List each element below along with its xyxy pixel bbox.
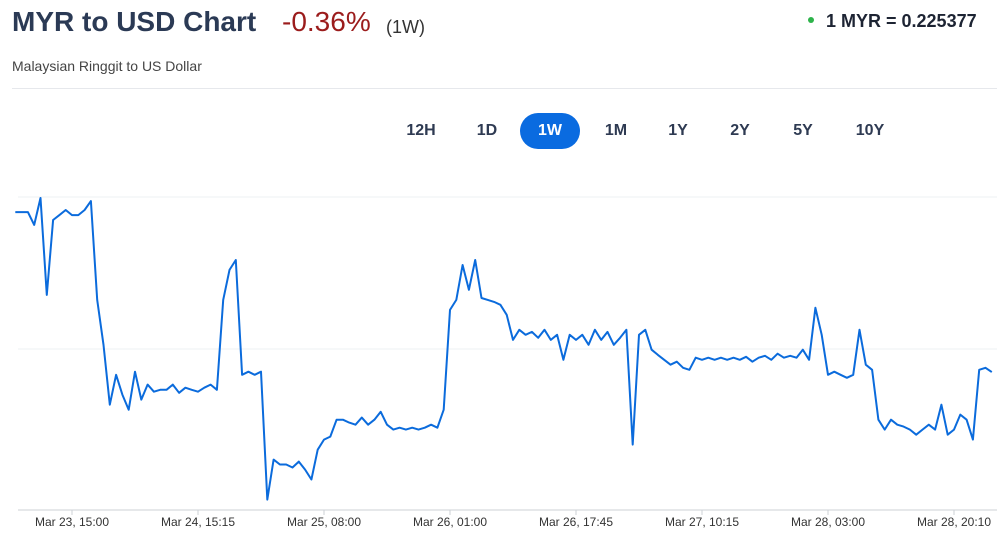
price-line [15,197,993,501]
x-tick-label: Mar 27, 10:15 [665,515,739,529]
x-tick-label: Mar 25, 08:00 [287,515,361,529]
period: (1W) [386,17,425,37]
range-button[interactable]: 12H [406,122,436,139]
range-button[interactable]: 1M [604,122,628,139]
range-button[interactable]: 2Y [730,122,750,139]
separator [12,88,997,89]
range-button[interactable]: 1D [476,122,498,139]
x-tick-label: Mar 23, 15:00 [35,515,109,529]
x-tick-label: Mar 28, 20:10 [917,515,991,529]
title: MYR to USD Chart [12,6,257,37]
range-button[interactable]: 1Y [668,122,688,139]
x-tick-label: Mar 24, 15:15 [161,515,235,529]
range-button[interactable]: 5Y [793,122,813,139]
range-buttons: 12H 1D 1W 1M 1Y 2Y 5Y 10Y [0,113,997,151]
live-dot [808,17,814,23]
x-tick-label: Mar 28, 03:00 [791,515,865,529]
x-tick-label: Mar 26, 01:00 [413,515,487,529]
range-button[interactable]: 1W [520,113,580,149]
change: -0.36% [282,6,371,37]
subtitle: Malaysian Ringgit to US Dollar [12,58,202,74]
range-button[interactable]: 10Y [855,122,885,139]
rate: 1 MYR = 0.225377 [826,11,977,31]
x-tick-label: Mar 26, 17:45 [539,515,613,529]
